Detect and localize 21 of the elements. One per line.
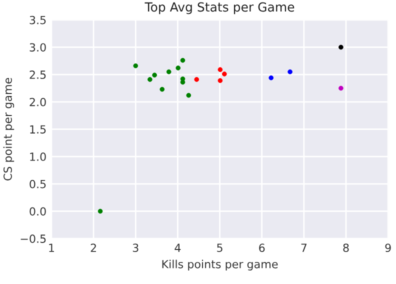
x-tick-label: 2: [90, 244, 96, 252]
y-tick-label: 2.0: [30, 98, 46, 106]
y-tick-label: 3.0: [30, 43, 46, 52]
x-tick-label: 7: [301, 244, 307, 252]
y-tick-label: −0.5: [20, 234, 46, 243]
y-tick-label: 0.0: [30, 207, 46, 216]
chart-title: Top Avg Stats per Game: [144, 2, 294, 14]
x-tick-label: 9: [385, 244, 391, 252]
x-tick-label: 5: [217, 244, 222, 252]
y-axis-title: CS point per game: [3, 78, 14, 180]
x-tick-label: 1: [49, 244, 54, 252]
y-tick-label: 3.5: [30, 16, 46, 24]
x-tick-label: 3: [132, 244, 138, 252]
x-tick-label: 4: [174, 244, 181, 252]
y-tick-label: 0.5: [30, 180, 46, 188]
x-axis-title: Kills points per game: [162, 260, 278, 270]
y-tick-label: 1.0: [30, 152, 46, 161]
y-tick-label: 1.5: [30, 125, 46, 134]
x-tick-label: 6: [259, 244, 265, 252]
y-tick-label: 2.5: [30, 70, 46, 79]
x-tick-label: 8: [343, 244, 349, 252]
